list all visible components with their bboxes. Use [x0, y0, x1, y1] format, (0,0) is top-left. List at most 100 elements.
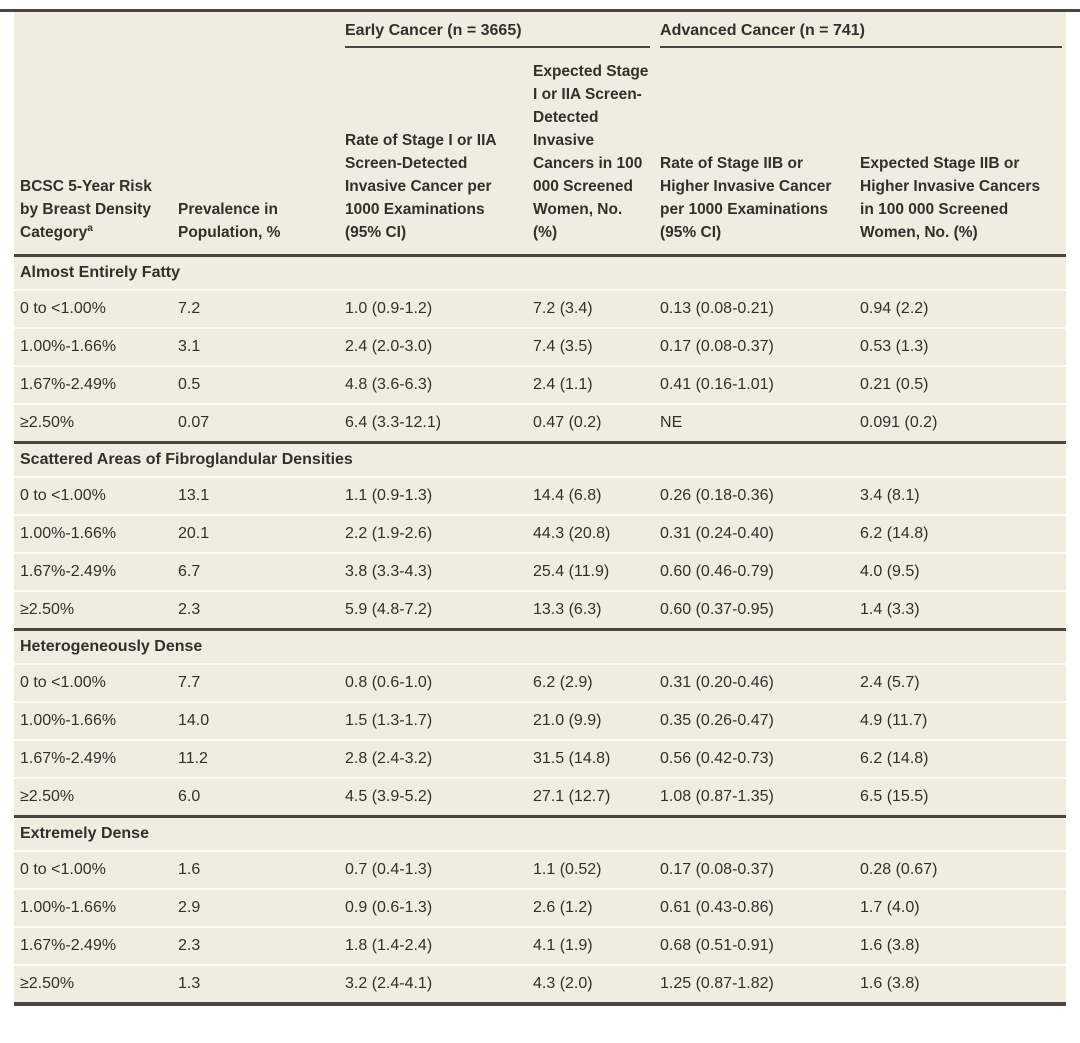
table-cell: 1.00%-1.66%: [14, 514, 178, 553]
section-title: Scattered Areas of Fibroglandular Densit…: [14, 441, 1067, 477]
table-cell: 0.07: [178, 403, 345, 443]
table-row: 0 to <1.00% 13.1 1.1 (0.9-1.3) 14.4 (6.8) 0.…: [14, 476, 1067, 515]
table-cell: 0.94 (2.2): [860, 289, 1067, 328]
table-cell: 0.26 (0.18-0.36): [660, 476, 861, 515]
table-cell: 5.9 (4.8-7.2): [345, 590, 533, 630]
table-cell: 11.2: [178, 739, 345, 778]
table-cell: 2.9: [178, 888, 345, 927]
table-row: 1.67%-2.49% 6.7 3.8 (3.3-4.3) 25.4 (11.9) 0.…: [14, 552, 1067, 591]
table-cell: 6.4 (3.3-12.1): [345, 403, 533, 443]
table-cell: 3.1: [178, 327, 345, 366]
risk-table: Early Cancer (n = 3665) Advanced Cancer …: [14, 12, 1067, 1006]
table-cell: 1.08 (0.87-1.35): [660, 777, 861, 817]
table-cell: 3.8 (3.3-4.3): [345, 552, 533, 591]
table-cell: 0.21 (0.5): [860, 365, 1067, 404]
table-cell: 0.60 (0.37-0.95): [660, 590, 861, 630]
table-cell: 6.0: [178, 777, 345, 817]
table-cell: 3.2 (2.4-4.1): [345, 964, 533, 1004]
category-superscript: a: [87, 222, 93, 234]
table-cell: 4.9 (11.7): [860, 701, 1067, 740]
spanner-advanced-cancer: Advanced Cancer (n = 741): [660, 12, 1066, 48]
table-cell: 1.67%-2.49%: [14, 365, 178, 404]
section-title-row: Almost Entirely Fatty: [14, 254, 1067, 290]
table-cell: 13.3 (6.3): [533, 590, 661, 630]
table-cell: 6.7: [178, 552, 345, 591]
table-body: Almost Entirely Fatty 0 to <1.00% 7.2 1.0 (…: [14, 254, 1067, 1004]
spanner-advanced-cancer-label: Advanced Cancer (n = 741): [660, 20, 1063, 48]
table-cell: 6.2 (14.8): [860, 739, 1067, 778]
table-cell: 1.0 (0.9-1.2): [345, 289, 533, 328]
table-cell: 1.8 (1.4-2.4): [345, 926, 533, 965]
table-cell: 2.4 (5.7): [860, 663, 1067, 702]
table-cell: 1.6: [178, 850, 345, 889]
table-row: 0 to <1.00% 7.2 1.0 (0.9-1.2) 7.2 (3.4) 0.13…: [14, 289, 1067, 328]
spanner-early-cancer: Early Cancer (n = 3665): [345, 12, 660, 48]
table-cell: 2.4 (1.1): [533, 365, 661, 404]
table-cell: 6.2 (14.8): [860, 514, 1067, 553]
table-cell: 2.2 (1.9-2.6): [345, 514, 533, 553]
column-header-rate-advanced: Rate of Stage IIB or Higher Invasive Can…: [660, 155, 832, 241]
table-cell: 1.3: [178, 964, 345, 1004]
table-cell: ≥2.50%: [14, 964, 178, 1004]
table-row: 1.67%-2.49% 11.2 2.8 (2.4-3.2) 31.5 (14.8) 0…: [14, 739, 1067, 778]
table-cell: 1.25 (0.87-1.82): [660, 964, 861, 1004]
table-cell: 0.5: [178, 365, 345, 404]
table-container: Early Cancer (n = 3665) Advanced Cancer …: [14, 12, 1067, 1006]
table-cell: 0.7 (0.4-1.3): [345, 850, 533, 889]
table-cell: 0.31 (0.24-0.40): [660, 514, 861, 553]
section-title-row: Scattered Areas of Fibroglandular Densit…: [14, 441, 1067, 477]
table-cell: 0.9 (0.6-1.3): [345, 888, 533, 927]
table-row: 0 to <1.00% 7.7 0.8 (0.6-1.0) 6.2 (2.9) 0.31…: [14, 663, 1067, 702]
table-cell: 31.5 (14.8): [533, 739, 661, 778]
table-cell: 27.1 (12.7): [533, 777, 661, 817]
table-cell: 4.5 (3.9-5.2): [345, 777, 533, 817]
column-header-rate-early: Rate of Stage I or IIA Screen-Detected I…: [345, 132, 497, 241]
table-cell: 2.3: [178, 926, 345, 965]
column-header-category: BCSC 5-Year Risk by Breast Density Categ…: [14, 48, 178, 256]
table-cell: 1.67%-2.49%: [14, 926, 178, 965]
table-cell: 0.61 (0.43-0.86): [660, 888, 861, 927]
table-cell: 0.17 (0.08-0.37): [660, 327, 861, 366]
section-title-row: Heterogeneously Dense: [14, 628, 1067, 664]
table-cell: 2.4 (2.0-3.0): [345, 327, 533, 366]
table-cell: 0.17 (0.08-0.37): [660, 850, 861, 889]
table-cell: 1.4 (3.3): [860, 590, 1067, 630]
table-cell: NE: [660, 403, 861, 443]
table-cell: 0 to <1.00%: [14, 289, 178, 328]
table-cell: 25.4 (11.9): [533, 552, 661, 591]
table-cell: 3.4 (8.1): [860, 476, 1067, 515]
table-row: ≥2.50% 6.0 4.5 (3.9-5.2) 27.1 (12.7) 1.08 (0…: [14, 777, 1067, 817]
table-cell: 0.56 (0.42-0.73): [660, 739, 861, 778]
table-cell: 1.00%-1.66%: [14, 327, 178, 366]
table-cell: 0.35 (0.26-0.47): [660, 701, 861, 740]
table-cell: 0.53 (1.3): [860, 327, 1067, 366]
column-header-category-label: BCSC 5-Year Risk by Breast Density Categ…: [20, 178, 152, 241]
table-row: 1.00%-1.66% 3.1 2.4 (2.0-3.0) 7.4 (3.5) 0.17…: [14, 327, 1067, 366]
table-cell: 20.1: [178, 514, 345, 553]
table-cell: 7.2 (3.4): [533, 289, 661, 328]
column-header-expected-advanced: Expected Stage IIB or Higher Invasive Ca…: [860, 155, 1041, 241]
table-row: ≥2.50% 1.3 3.2 (2.4-4.1) 4.3 (2.0) 1.25 (0.8…: [14, 964, 1067, 1004]
table-row: ≥2.50% 0.07 6.4 (3.3-12.1) 0.47 (0.2) NE 0.09…: [14, 403, 1067, 443]
table-cell: 1.67%-2.49%: [14, 739, 178, 778]
table-cell: 0.47 (0.2): [533, 403, 661, 443]
table-cell: 0 to <1.00%: [14, 476, 178, 515]
table-cell: 1.1 (0.9-1.3): [345, 476, 533, 515]
table-cell: 1.7 (4.0): [860, 888, 1067, 927]
table-cell: 0.8 (0.6-1.0): [345, 663, 533, 702]
table-row: 1.00%-1.66% 14.0 1.5 (1.3-1.7) 21.0 (9.9) 0.…: [14, 701, 1067, 740]
table-cell: 0.28 (0.67): [860, 850, 1067, 889]
section-title: Almost Entirely Fatty: [14, 254, 1067, 290]
table-cell: 0.31 (0.20-0.46): [660, 663, 861, 702]
spanner-early-cancer-label: Early Cancer (n = 3665): [345, 20, 651, 48]
table-cell: 1.00%-1.66%: [14, 888, 178, 927]
table-cell: 0.60 (0.46-0.79): [660, 552, 861, 591]
table-cell: 2.6 (1.2): [533, 888, 661, 927]
section-title-row: Extremely Dense: [14, 815, 1067, 851]
table-cell: 21.0 (9.9): [533, 701, 661, 740]
table-cell: 7.7: [178, 663, 345, 702]
table-cell: 1.5 (1.3-1.7): [345, 701, 533, 740]
section-title: Extremely Dense: [14, 815, 1067, 851]
table-cell: 4.0 (9.5): [860, 552, 1067, 591]
table-cell: 0.13 (0.08-0.21): [660, 289, 861, 328]
